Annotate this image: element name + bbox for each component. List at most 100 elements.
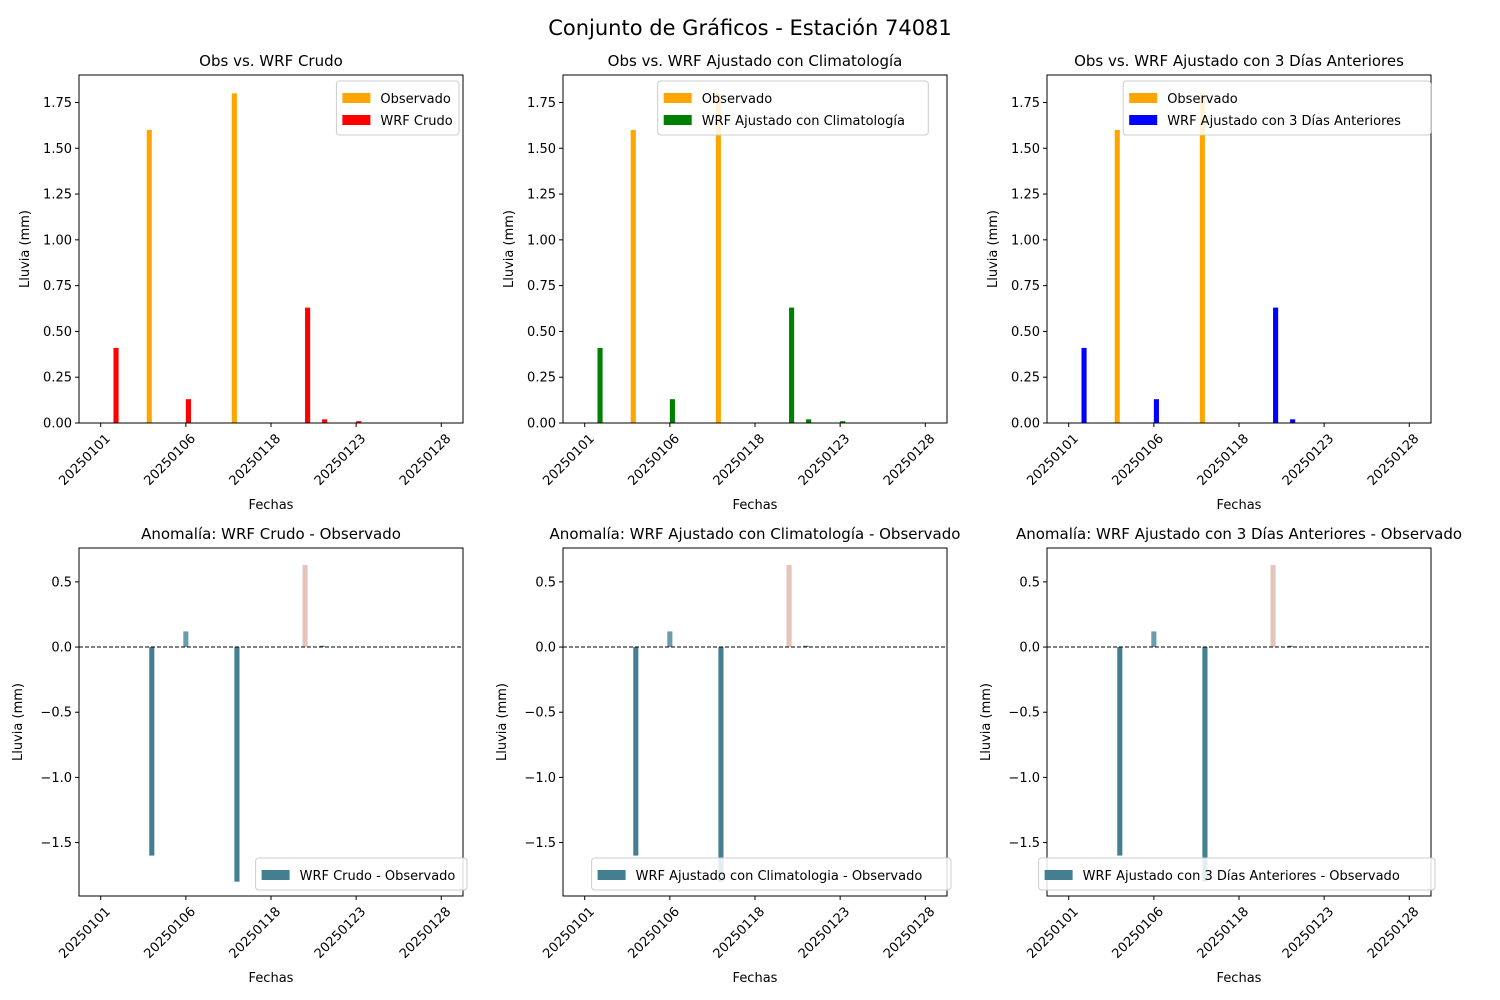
legend-swatch [663,115,692,125]
x-tick-label: 20250101 [540,431,597,488]
x-tick-label: 20250128 [1365,431,1422,488]
bar [319,645,325,648]
legend-label: WRF Ajustado con Climatologia - Observad… [636,869,923,884]
y-tick-label: 1.25 [527,188,556,203]
y-tick-label: −1.5 [40,836,72,851]
y-tick-label: 1.75 [43,96,72,111]
y-tick-label: −1.5 [524,836,556,851]
x-tick-label: 20250123 [1280,431,1337,488]
bar [667,631,673,648]
figure-title: Conjunto de Gráficos - Estación 74081 [548,16,952,40]
y-tick-label: 0.0 [51,641,72,656]
x-tick-label: 20250123 [796,904,853,961]
bar [1153,399,1159,423]
x-tick-label: 20250101 [1024,431,1081,488]
legend-box [255,857,468,891]
x-tick-label: 20250106 [142,431,199,488]
bar [1114,129,1120,423]
chart-panel-4: Anomalía: WRF Crudo - Observado −1.5 −1.0 −… [11,525,468,986]
y-tick-label: 0.5 [535,575,556,590]
x-tick-label: 20250123 [312,904,369,961]
bar [803,645,809,648]
x-axis-label: Fechas [249,971,294,986]
legend-box [657,80,929,136]
legend-label: WRF Crudo - Observado [300,869,456,884]
y-tick-label: 0.50 [1011,325,1040,340]
y-tick-label: −1.0 [40,771,72,786]
y-tick-label: 0.25 [527,371,556,386]
bar [840,421,846,423]
y-tick-label: 1.50 [1011,142,1040,157]
x-tick-label: 20250128 [397,431,454,488]
legend-swatch [663,93,692,103]
x-tick-label: 20250118 [1195,904,1252,961]
y-tick-label: 0.75 [43,279,72,294]
x-tick-label: 20250106 [1110,904,1167,961]
legend-label: Observado [702,92,773,107]
bar [113,347,119,423]
bar [806,419,812,423]
x-tick-label: 20250128 [397,904,454,961]
chart-panel-6: Anomalía: WRF Ajustado con 3 Días Anteri… [979,525,1462,986]
bar [718,647,724,882]
x-tick-label: 20250106 [626,431,683,488]
bar [786,564,792,648]
bar [322,419,328,423]
bar [715,93,721,423]
chart-panel-2: Obs vs. WRF Ajustado con Climatología 0.0… [502,52,948,513]
bar [1273,307,1279,423]
legend-label: WRF Ajustado con 3 Días Anteriores - Obs… [1083,869,1400,884]
legend-swatch [261,870,290,880]
legend-swatch [597,870,626,880]
y-tick-label: 1.25 [1011,188,1040,203]
x-tick-label: 20250106 [142,904,199,961]
x-tick-label: 20250101 [56,431,113,488]
y-tick-label: −1.0 [524,771,556,786]
x-tick-label: 20250118 [227,431,284,488]
x-tick-label: 20250118 [711,904,768,961]
legend: WRF Crudo - Observado [255,857,468,891]
legend-swatch [342,93,371,103]
x-axis-label: Fechas [1217,498,1262,513]
bar [1202,647,1208,882]
bar [302,564,308,648]
y-tick-label: −0.5 [524,706,556,721]
chart-title: Obs vs. WRF Ajustado con Climatología [608,52,903,70]
legend-swatch [1129,115,1158,125]
chart-title: Obs vs. WRF Crudo [199,52,343,70]
bar [1270,564,1276,648]
x-axis-label: Fechas [249,498,294,513]
bar [630,129,636,423]
bar [185,399,191,423]
bar [356,421,362,423]
bar [234,647,240,882]
y-tick-label: 0.25 [1011,371,1040,386]
x-tick-label: 20250128 [881,904,938,961]
y-tick-label: 0.75 [1011,279,1040,294]
x-tick-label: 20250123 [312,431,369,488]
y-tick-label: −0.5 [1008,706,1040,721]
legend-swatch [342,115,371,125]
x-tick-label: 20250128 [1365,904,1422,961]
y-tick-label: 1.25 [43,188,72,203]
legend: WRF Ajustado con 3 Días Anteriores - Obs… [1038,857,1436,891]
bar [1117,647,1123,856]
x-tick-label: 20250106 [1110,431,1167,488]
legend-label: WRF Crudo [380,114,452,129]
x-tick-label: 20250118 [227,904,284,961]
legend: Observado WRF Ajustado con Climatología [657,80,929,136]
bar [1290,419,1296,423]
y-tick-label: 1.00 [1011,233,1040,248]
legend: Observado WRF Ajustado con 3 Días Anterio… [1122,80,1432,136]
y-tick-label: 1.00 [43,233,72,248]
y-tick-label: −1.0 [1008,771,1040,786]
x-tick-label: 20250123 [796,431,853,488]
bar [149,647,155,856]
plot-frame [78,547,464,897]
bar [1081,347,1087,423]
x-axis-label: Fechas [733,971,778,986]
x-tick-label: 20250118 [1195,431,1252,488]
legend: WRF Ajustado con Climatologia - Observad… [591,857,952,891]
